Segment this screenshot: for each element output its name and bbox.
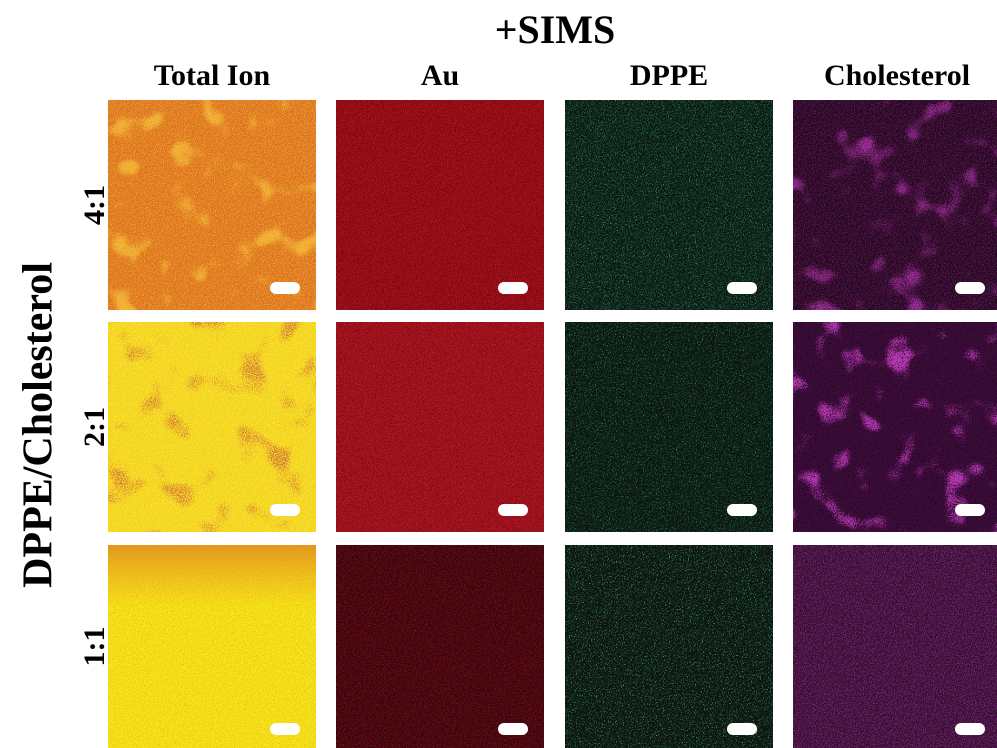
image-panel	[793, 322, 997, 532]
figure-title: +SIMS	[495, 7, 616, 52]
figure: +SIMS Total Ion Au DPPE Cholesterol 4:1 2:1 1:…	[0, 0, 997, 748]
panel-texture	[336, 545, 544, 748]
panel-texture	[793, 322, 997, 532]
image-panel	[793, 100, 997, 310]
image-panel	[336, 545, 544, 748]
image-panel	[565, 322, 773, 532]
scale-bar	[727, 504, 757, 516]
panel-texture	[565, 322, 773, 532]
scale-bar	[498, 504, 528, 516]
scale-bar	[955, 282, 985, 294]
column-header: Au	[421, 59, 459, 92]
row-axis-label: DPPE/Cholesterol	[16, 262, 62, 588]
scale-bar	[955, 723, 985, 735]
image-panel	[565, 545, 773, 748]
scale-bar	[270, 723, 300, 735]
panel-texture	[336, 100, 544, 310]
scale-bar	[270, 504, 300, 516]
row-label: 4:1	[78, 185, 111, 225]
scale-bar	[955, 504, 985, 516]
panel-texture	[565, 545, 773, 748]
column-header: Total Ion	[154, 59, 271, 92]
image-panel	[108, 322, 316, 532]
scale-bar	[498, 723, 528, 735]
column-header: Cholesterol	[824, 59, 970, 92]
column-header: DPPE	[630, 59, 708, 92]
panel-texture	[793, 100, 997, 310]
image-panel	[336, 100, 544, 310]
scale-bar	[727, 282, 757, 294]
panel-texture	[108, 100, 316, 310]
page: +SIMS Total Ion Au DPPE Cholesterol 4:1 2:1 1:…	[0, 0, 997, 748]
panel-texture	[565, 100, 773, 310]
scale-bar	[727, 723, 757, 735]
panel-texture	[108, 322, 316, 532]
image-panel	[336, 322, 544, 532]
scale-bar	[498, 282, 528, 294]
row-label: 2:1	[78, 407, 111, 447]
image-panel	[108, 545, 316, 748]
scale-bar	[270, 282, 300, 294]
image-panel	[793, 545, 997, 748]
panel-gradient	[108, 545, 316, 748]
panel-texture	[336, 322, 544, 532]
row-label: 1:1	[78, 627, 111, 667]
image-panel	[108, 100, 316, 310]
image-panel	[565, 100, 773, 310]
panel-texture	[793, 545, 997, 748]
